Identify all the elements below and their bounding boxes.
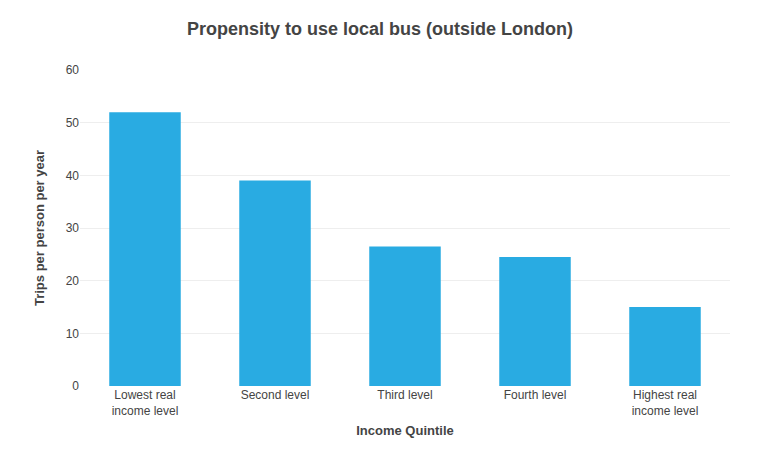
svg-text:0: 0 bbox=[72, 379, 79, 393]
svg-text:50: 50 bbox=[66, 116, 80, 130]
svg-text:Trips per person per year: Trips per person per year bbox=[32, 150, 47, 306]
svg-text:20: 20 bbox=[66, 274, 80, 288]
svg-text:Lowest realincome level: Lowest realincome level bbox=[112, 388, 179, 418]
svg-text:Highest realincome level: Highest realincome level bbox=[632, 388, 699, 418]
svg-text:Income Quintile: Income Quintile bbox=[356, 423, 454, 438]
svg-text:Third level: Third level bbox=[377, 388, 432, 402]
svg-text:Second level: Second level bbox=[241, 388, 310, 402]
svg-text:Fourth level: Fourth level bbox=[504, 388, 567, 402]
svg-text:60: 60 bbox=[66, 63, 80, 77]
svg-text:10: 10 bbox=[66, 327, 80, 341]
svg-text:Propensity to use local bus (o: Propensity to use local bus (outside Lon… bbox=[187, 19, 573, 39]
svg-text:30: 30 bbox=[66, 221, 80, 235]
svg-text:40: 40 bbox=[66, 169, 80, 183]
